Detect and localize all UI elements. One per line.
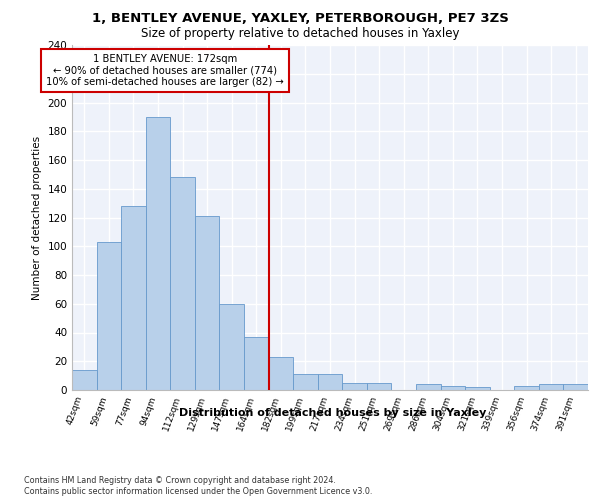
Bar	[539, 384, 563, 390]
Bar	[269, 357, 293, 390]
Bar	[563, 384, 588, 390]
Bar	[97, 242, 121, 390]
Bar	[293, 374, 318, 390]
Bar	[121, 206, 146, 390]
Bar	[342, 383, 367, 390]
Text: Distribution of detached houses by size in Yaxley: Distribution of detached houses by size …	[179, 408, 487, 418]
Text: 1 BENTLEY AVENUE: 172sqm
← 90% of detached houses are smaller (774)
10% of semi-: 1 BENTLEY AVENUE: 172sqm ← 90% of detach…	[46, 54, 284, 87]
Text: Size of property relative to detached houses in Yaxley: Size of property relative to detached ho…	[141, 28, 459, 40]
Bar	[72, 370, 97, 390]
Text: Contains HM Land Registry data © Crown copyright and database right 2024.: Contains HM Land Registry data © Crown c…	[24, 476, 336, 485]
Bar	[170, 178, 195, 390]
Bar	[220, 304, 244, 390]
Y-axis label: Number of detached properties: Number of detached properties	[32, 136, 42, 300]
Bar	[195, 216, 220, 390]
Bar	[146, 117, 170, 390]
Bar	[244, 337, 269, 390]
Text: 1, BENTLEY AVENUE, YAXLEY, PETERBOROUGH, PE7 3ZS: 1, BENTLEY AVENUE, YAXLEY, PETERBOROUGH,…	[92, 12, 508, 26]
Bar	[465, 387, 490, 390]
Bar	[514, 386, 539, 390]
Bar	[318, 374, 342, 390]
Bar	[367, 383, 391, 390]
Bar	[416, 384, 440, 390]
Text: Contains public sector information licensed under the Open Government Licence v3: Contains public sector information licen…	[24, 487, 373, 496]
Bar	[440, 386, 465, 390]
